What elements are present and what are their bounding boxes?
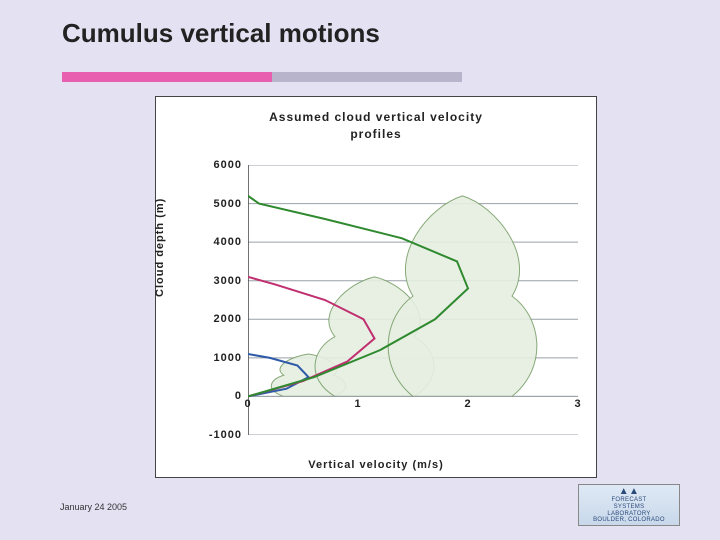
chart-title-line1: Assumed cloud vertical velocity: [269, 110, 483, 124]
y-tick-label: 1000: [214, 352, 242, 364]
title-underline: [62, 72, 462, 82]
slide: Cumulus vertical motions Assumed cloud v…: [0, 0, 720, 540]
chart-title: Assumed cloud vertical velocity profiles: [156, 109, 596, 143]
y-tick-label: 0: [235, 390, 242, 402]
logo-mountain-icon: ▲▲: [579, 486, 679, 497]
chart-container: Assumed cloud vertical velocity profiles…: [155, 96, 597, 478]
underline-pink: [62, 72, 272, 82]
y-tick-label: 5000: [214, 198, 242, 210]
x-tick-label: 2: [464, 398, 471, 410]
x-tick-label: 3: [574, 398, 581, 410]
chart-title-line2: profiles: [350, 127, 401, 141]
x-tick-label: 0: [244, 398, 251, 410]
y-tick-label: 6000: [214, 159, 242, 171]
y-axis-label: Cloud depth (m): [154, 198, 166, 297]
underline-gray: [272, 72, 462, 82]
y-tick-label: 4000: [214, 236, 242, 248]
footer-date: January 24 2005: [60, 502, 127, 512]
logo-text-1: FORECAST: [579, 497, 679, 504]
y-tick-label: 2000: [214, 313, 242, 325]
logo-text-3: LABORATORY: [579, 511, 679, 518]
footer-logo: ▲▲ FORECAST SYSTEMS LABORATORY BOULDER, …: [578, 484, 680, 526]
plot-area: -100001000200030004000500060000123: [248, 165, 578, 435]
logo-text-4: BOULDER, COLORADO: [579, 517, 679, 524]
logo-text-2: SYSTEMS: [579, 504, 679, 511]
y-tick-label: 3000: [214, 275, 242, 287]
y-tick-label: -1000: [209, 429, 242, 441]
x-axis-label: Vertical velocity (m/s): [156, 459, 596, 471]
slide-title: Cumulus vertical motions: [62, 18, 380, 49]
x-tick-label: 1: [354, 398, 361, 410]
